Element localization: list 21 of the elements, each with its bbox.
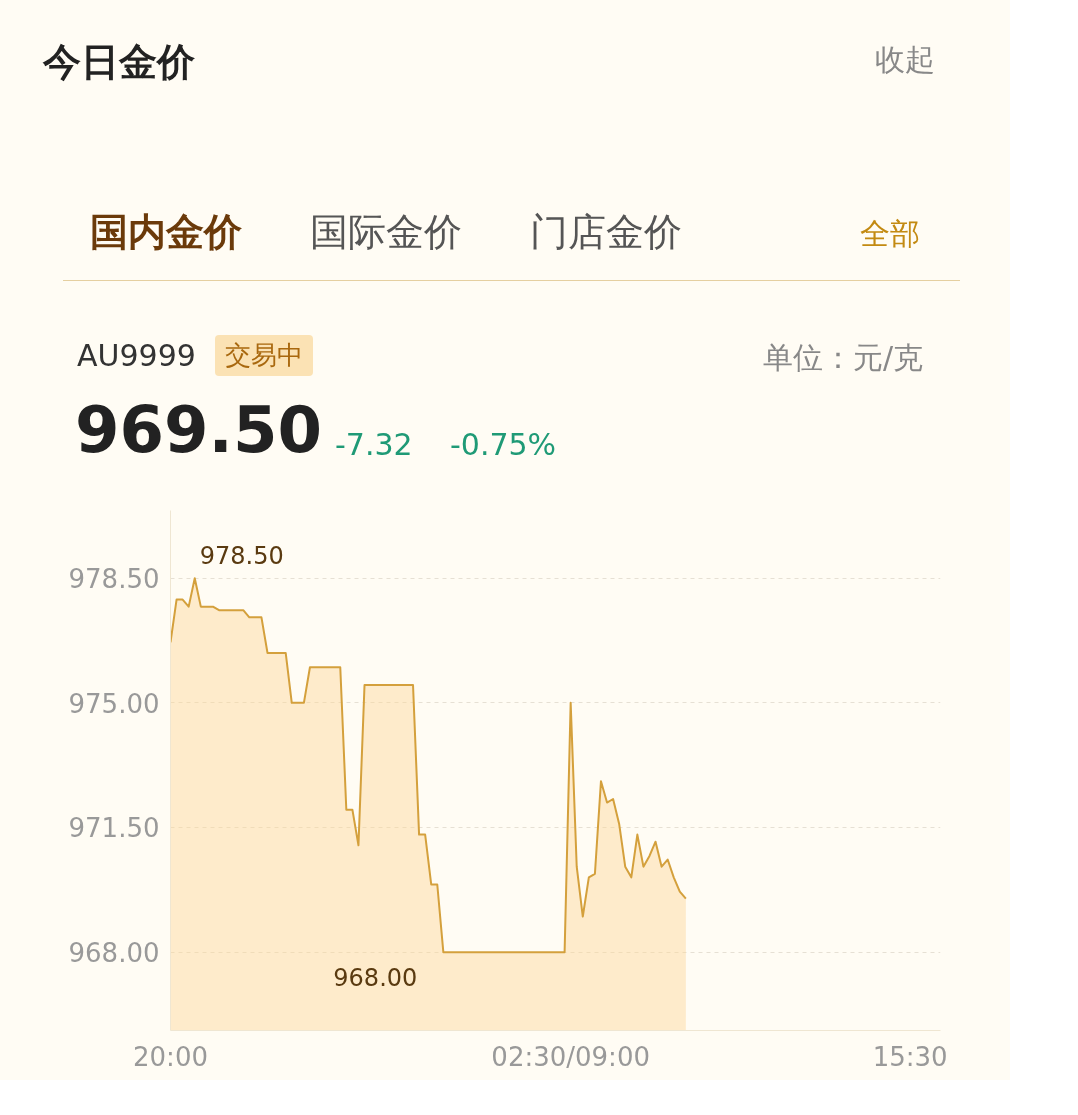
annotation: 968.00: [333, 964, 418, 993]
x-tick-label: 15:30: [872, 1041, 948, 1072]
text: 全部: [860, 215, 920, 253]
annotation: 978.50: [199, 542, 284, 571]
text: 国内金价: [90, 209, 242, 256]
y-tick-label: 968.00: [68, 938, 160, 969]
y-tick-label: 975.00: [68, 688, 160, 719]
text: 门店金价: [530, 209, 682, 256]
text: -0.75%: [450, 426, 557, 464]
text: 969.50: [75, 392, 322, 469]
x-tick-label: 02:30/09:00: [491, 1041, 650, 1072]
x-tick-label: 20:00: [133, 1041, 208, 1072]
text: 收起: [875, 41, 935, 79]
text: 单位：元/克: [763, 339, 924, 377]
text: -7.32: [335, 426, 413, 464]
chart-title: 今日金价: [43, 39, 195, 86]
chart-subtitle: AU9999: [77, 337, 196, 375]
text: 国际金价: [310, 209, 462, 256]
y-tick-label: 978.50: [68, 564, 160, 595]
text: 交易中: [215, 335, 313, 377]
y-tick-label: 971.50: [68, 813, 160, 844]
